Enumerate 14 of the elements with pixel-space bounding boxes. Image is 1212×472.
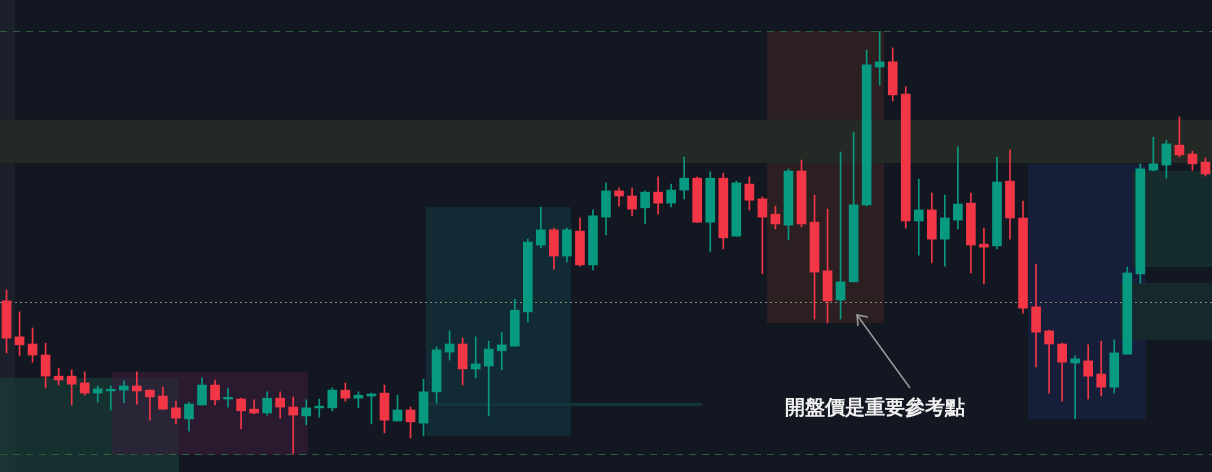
candlestick [1044, 329, 1054, 394]
candlestick [913, 178, 924, 256]
candlestick [470, 336, 481, 379]
candlestick [145, 389, 155, 421]
candlestick [483, 340, 494, 417]
candlestick [953, 146, 963, 230]
candlestick [66, 369, 77, 406]
candlestick [496, 331, 507, 371]
candlestick [1070, 355, 1080, 420]
candlestick [1096, 340, 1107, 397]
candlestick [288, 396, 299, 454]
candlestick [132, 371, 142, 405]
annotation: 開盤價是重要參考點 [785, 394, 965, 421]
candlestick [874, 31, 885, 86]
